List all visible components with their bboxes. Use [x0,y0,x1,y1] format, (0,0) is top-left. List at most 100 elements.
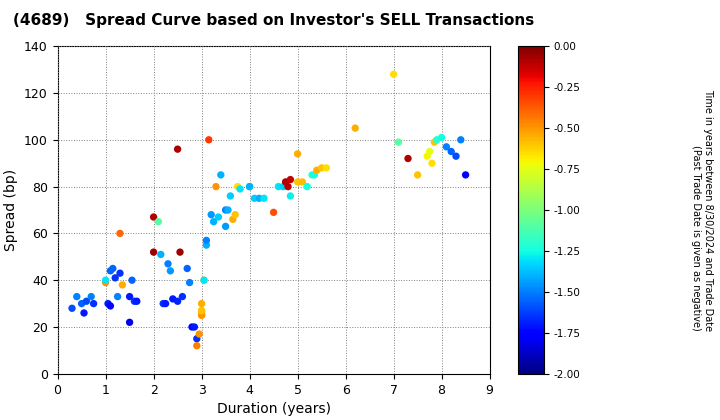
Point [181,265,193,272]
Point [109,275,121,281]
Point [392,139,404,145]
Point [284,193,296,199]
Point [124,293,135,300]
Point [191,342,202,349]
Point [81,298,92,304]
Point [292,178,303,185]
Point [212,214,224,220]
Point [86,293,97,300]
Point [167,296,179,302]
Point [158,300,169,307]
Point [208,218,220,225]
Point [460,171,472,178]
X-axis label: Duration (years): Duration (years) [217,402,330,416]
Point [210,183,222,190]
Point [244,183,256,190]
Point [232,183,243,190]
Point [184,279,195,286]
Point [230,211,241,218]
Point [198,277,210,284]
Point [297,178,308,185]
Point [76,300,87,307]
Point [165,268,176,274]
Point [441,144,452,150]
Point [100,277,112,284]
Point [455,136,467,143]
Point [227,216,238,223]
Text: Time in years between 8/30/2024 and Trade Date
(Past Trade Date is given as nega: Time in years between 8/30/2024 and Trad… [691,89,713,331]
Point [196,307,207,314]
Point [196,312,207,319]
Point [205,211,217,218]
Point [306,171,318,178]
Point [196,310,207,316]
Point [431,136,443,143]
Point [176,293,188,300]
Point [426,160,438,167]
Point [253,195,265,202]
Point [412,171,423,178]
Point [450,153,462,160]
Point [191,335,202,342]
Point [282,183,294,190]
Point [268,209,279,216]
Point [148,249,159,255]
Point [311,167,323,173]
Point [117,281,128,288]
Point [302,183,313,190]
Point [201,237,212,244]
Point [349,125,361,131]
Y-axis label: Spread (bp): Spread (bp) [4,169,19,251]
Point [222,207,234,213]
Point [102,300,114,307]
Point [194,331,205,337]
Point [131,298,143,304]
Point [388,71,400,78]
Point [402,155,414,162]
Point [172,298,184,304]
Point [107,265,119,272]
Point [148,214,159,220]
Point [189,324,200,331]
Point [172,146,184,152]
Point [124,319,135,326]
Point [174,249,186,255]
Point [78,310,90,316]
Point [446,148,457,155]
Point [104,302,116,309]
Point [66,305,78,312]
Point [225,193,236,199]
Point [234,186,246,192]
Point [309,171,320,178]
Point [114,230,126,237]
Point [215,171,227,178]
Point [155,251,166,258]
Point [284,176,296,183]
Point [104,268,116,274]
Point [71,293,83,300]
Point [126,277,138,284]
Point [421,153,433,160]
Point [424,148,436,155]
Point [162,260,174,267]
Point [220,223,231,230]
Point [320,165,332,171]
Point [153,218,164,225]
Point [186,324,198,331]
Point [100,279,112,286]
Text: (4689)   Spread Curve based on Investor's SELL Transactions: (4689) Spread Curve based on Investor's … [13,13,534,28]
Point [273,183,284,190]
Point [220,207,231,213]
Point [129,298,140,304]
Point [196,312,207,319]
Point [277,183,289,190]
Point [196,307,207,314]
Point [160,300,171,307]
Point [280,178,292,185]
Point [248,195,260,202]
Point [114,270,126,276]
Point [201,242,212,249]
Point [436,134,447,141]
Point [88,300,99,307]
Point [196,300,207,307]
